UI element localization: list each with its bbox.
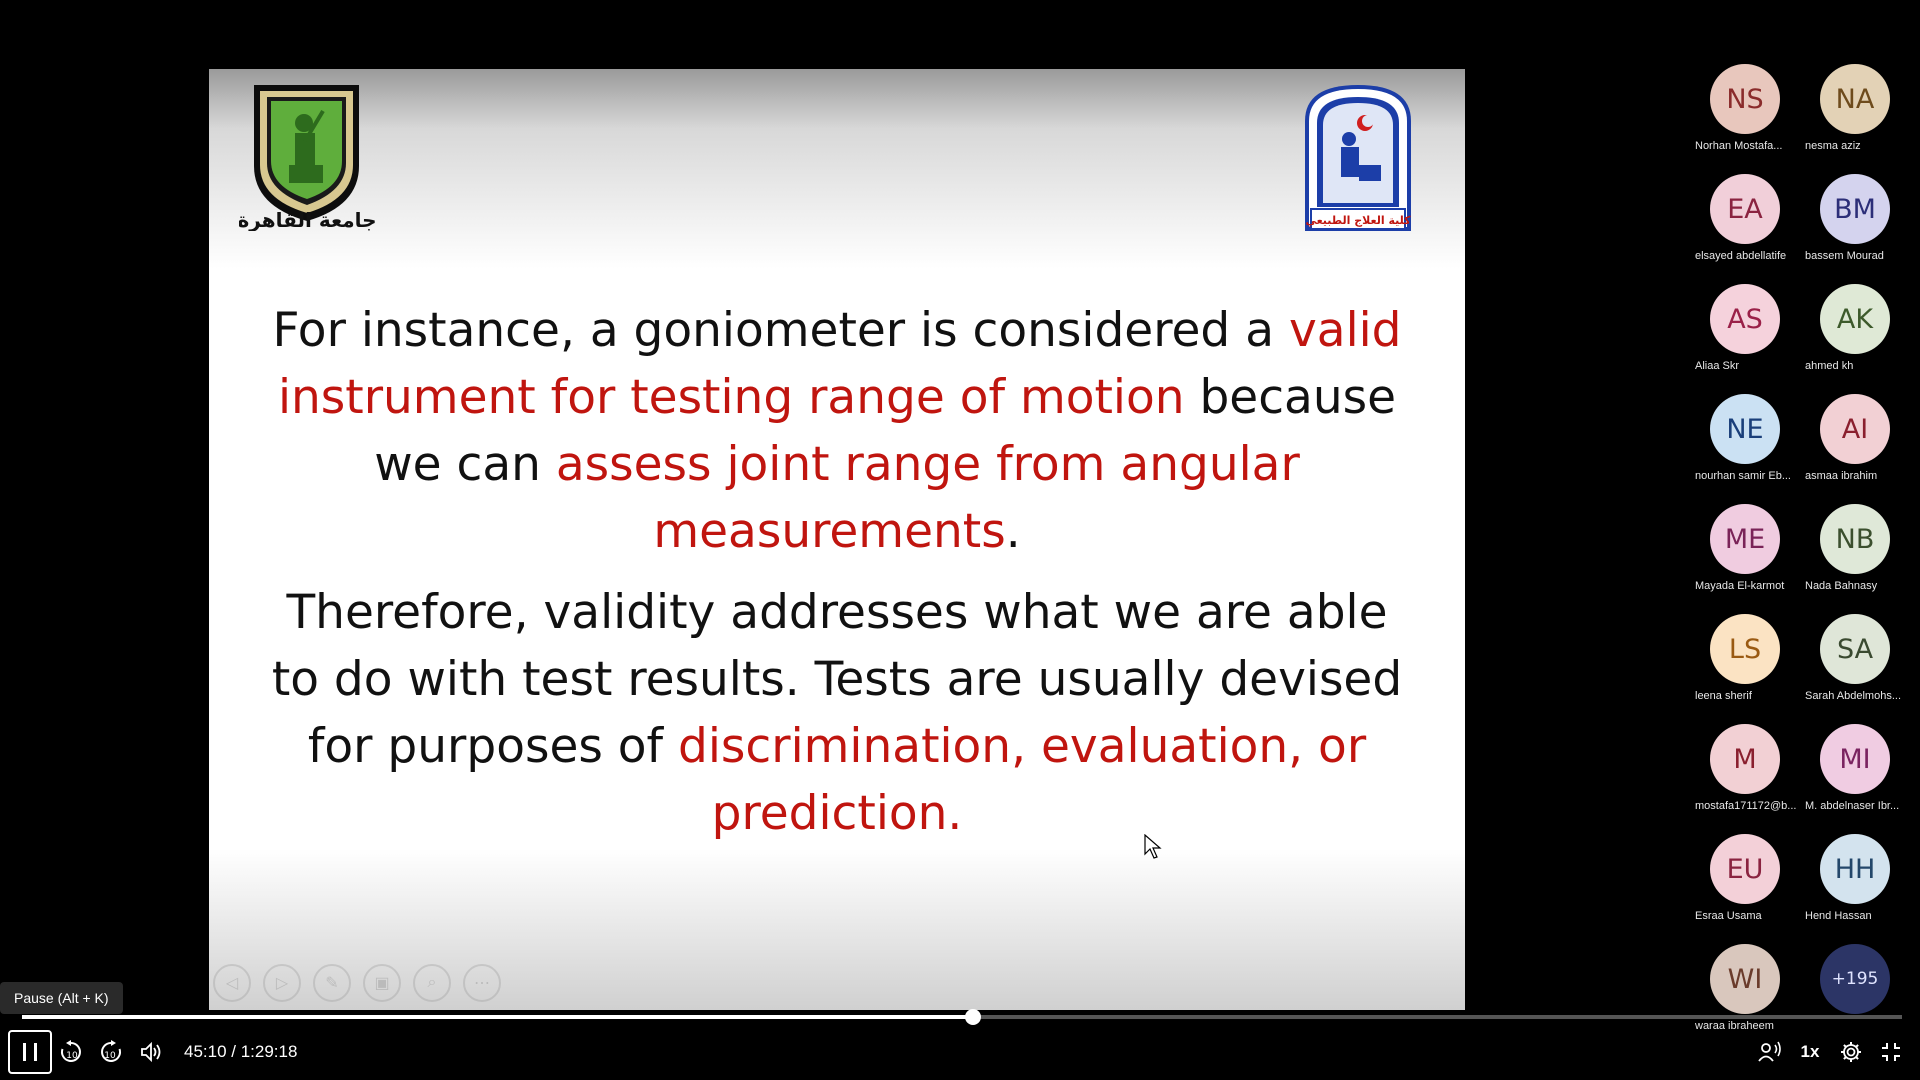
participant-name: asmaa ibrahim xyxy=(1805,470,1878,482)
progress-bar[interactable] xyxy=(22,1009,1902,1025)
avatar: AI xyxy=(1820,394,1890,464)
avatar: HH xyxy=(1820,834,1890,904)
avatar: BM xyxy=(1820,174,1890,244)
previous-slide-icon[interactable]: ◁ xyxy=(213,964,251,1002)
participant-tile[interactable]: WI waraa ibraheem xyxy=(1690,940,1800,1050)
exit-fullscreen-icon xyxy=(1882,1043,1900,1061)
settings-button[interactable] xyxy=(1834,1030,1868,1074)
slide-text: For instance, a goniometer is considered… xyxy=(272,303,1289,358)
avatar: NE xyxy=(1710,394,1780,464)
highlighted-text: assess joint range from angular measurem… xyxy=(555,437,1300,559)
participant-tile[interactable]: SA Sarah Abdelmohs... xyxy=(1800,610,1910,720)
pause-tooltip: Pause (Alt + K) xyxy=(0,982,123,1014)
svg-text:10: 10 xyxy=(66,1051,78,1061)
highlighted-text: discrimination, evaluation, or predictio… xyxy=(678,719,1367,841)
avatar: AS xyxy=(1710,284,1780,354)
exit-fullscreen-button[interactable] xyxy=(1874,1030,1908,1074)
participant-name: Sarah Abdelmohs... xyxy=(1805,690,1902,702)
faculty-physical-therapy-logo: كلية العلاج الطبيعي xyxy=(1305,85,1411,231)
more-icon[interactable]: ⋯ xyxy=(463,964,501,1002)
participant-name: nesma aziz xyxy=(1805,140,1861,152)
participant-tile[interactable]: NA nesma aziz xyxy=(1800,60,1910,170)
participant-tile[interactable]: MI M. abdelnaser Ibr... xyxy=(1800,720,1910,830)
time-display: 45:10 / 1:29:18 xyxy=(184,1042,298,1061)
svg-text:10: 10 xyxy=(104,1051,116,1061)
participant-tile[interactable]: HH Hend Hassan xyxy=(1800,830,1910,940)
avatar: MI xyxy=(1820,724,1890,794)
slide-text: . xyxy=(1005,504,1021,559)
avatar: EU xyxy=(1710,834,1780,904)
participant-name: leena sherif xyxy=(1695,690,1752,702)
avatar: AK xyxy=(1820,284,1890,354)
right-logo-text: كلية العلاج الطبيعي xyxy=(1305,214,1411,228)
zoom-icon[interactable]: ⌕ xyxy=(413,964,451,1002)
left-logo-text: جامعة القاهرة xyxy=(239,208,377,231)
participant-name: mostafa171172@b... xyxy=(1695,800,1797,812)
progress-fill xyxy=(22,1015,973,1019)
participant-name: bassem Mourad xyxy=(1805,250,1884,262)
participant-name: nourhan samir Eb... xyxy=(1695,470,1791,482)
gear-icon xyxy=(1841,1042,1861,1062)
participant-name: elsayed abdellatife xyxy=(1695,250,1787,262)
slide-text: Therefore, validity addresses what we ar… xyxy=(271,585,1403,774)
highlighted-text: valid instrument for testing range of mo… xyxy=(277,303,1402,425)
participant-tile[interactable]: AI asmaa ibrahim xyxy=(1800,390,1910,500)
participant-tile[interactable]: EU Esraa Usama xyxy=(1690,830,1800,940)
volume-icon xyxy=(141,1041,161,1063)
forward-10-button[interactable]: 10 xyxy=(96,1030,126,1074)
avatar: +195 xyxy=(1820,944,1890,1014)
participant-tile[interactable]: NE nourhan samir Eb... xyxy=(1690,390,1800,500)
avatar: EA xyxy=(1710,174,1780,244)
playback-speed-button[interactable]: 1x xyxy=(1800,1042,1820,1061)
slide-paragraph-1: For instance, a goniometer is considered… xyxy=(269,297,1405,565)
pause-icon xyxy=(23,1043,37,1061)
participant-name: Esraa Usama xyxy=(1695,910,1762,922)
next-slide-icon[interactable]: ▷ xyxy=(263,964,301,1002)
mouse-cursor-icon xyxy=(1144,834,1162,859)
avatar: NS xyxy=(1710,64,1780,134)
rewind-icon: 10 xyxy=(61,1040,81,1062)
participant-tile[interactable]: LS leena sherif xyxy=(1690,610,1800,720)
participant-tile[interactable]: BM bassem Mourad xyxy=(1800,170,1910,280)
participant-tile[interactable]: ME Mayada El-karmot xyxy=(1690,500,1800,610)
people-sound-icon xyxy=(1758,1041,1781,1062)
participant-name: Norhan Mostafa... xyxy=(1695,140,1783,152)
slide-toolbar: ◁ ▷ ✎ ▣ ⌕ ⋯ xyxy=(213,964,501,1002)
participant-tile[interactable]: EA elsayed abdellatife xyxy=(1690,170,1800,280)
participant-tile[interactable]: +195 xyxy=(1800,940,1910,1050)
forward-icon: 10 xyxy=(101,1040,121,1062)
avatar: NA xyxy=(1820,64,1890,134)
participant-name: M. abdelnaser Ibr... xyxy=(1805,800,1900,812)
participant-tile[interactable]: NS Norhan Mostafa... xyxy=(1690,60,1800,170)
participant-name: Mayada El-karmot xyxy=(1695,580,1785,592)
rewind-10-button[interactable]: 10 xyxy=(56,1030,86,1074)
progress-thumb[interactable] xyxy=(964,1009,981,1025)
participant-name: Nada Bahnasy xyxy=(1805,580,1878,592)
live-captions-button[interactable] xyxy=(1752,1030,1786,1074)
slide-paragraph-2: Therefore, validity addresses what we ar… xyxy=(269,579,1405,847)
participant-name: Hend Hassan xyxy=(1805,910,1872,922)
slide-text: because we can xyxy=(374,370,1397,492)
participant-tile[interactable]: AK ahmed kh xyxy=(1800,280,1910,390)
avatar: LS xyxy=(1710,614,1780,684)
slides-icon[interactable]: ▣ xyxy=(363,964,401,1002)
pause-button[interactable] xyxy=(8,1030,52,1074)
player-controls: 10 10 45:10 / 1:29:18 1x xyxy=(0,1030,1920,1080)
participant-tile[interactable]: NB Nada Bahnasy xyxy=(1800,500,1910,610)
avatar: SA xyxy=(1820,614,1890,684)
volume-button[interactable] xyxy=(136,1030,166,1074)
avatar: ME xyxy=(1710,504,1780,574)
cairo-university-logo: جامعة القاهرة xyxy=(239,85,377,231)
participant-tile[interactable]: AS Aliaa Skr xyxy=(1690,280,1800,390)
presentation-slide: جامعة القاهرة كلية العلاج الطبيعي For in… xyxy=(209,69,1465,1010)
participant-name: ahmed kh xyxy=(1805,360,1854,372)
avatar: WI xyxy=(1710,944,1780,1014)
avatar: M xyxy=(1710,724,1780,794)
avatar: NB xyxy=(1820,504,1890,574)
participant-name: Aliaa Skr xyxy=(1695,360,1740,372)
participants-panel: NS Norhan Mostafa... NA nesma aziz EA elsayed… xyxy=(1690,60,1920,1050)
pen-icon[interactable]: ✎ xyxy=(313,964,351,1002)
slide-body: For instance, a goniometer is considered… xyxy=(269,297,1405,861)
